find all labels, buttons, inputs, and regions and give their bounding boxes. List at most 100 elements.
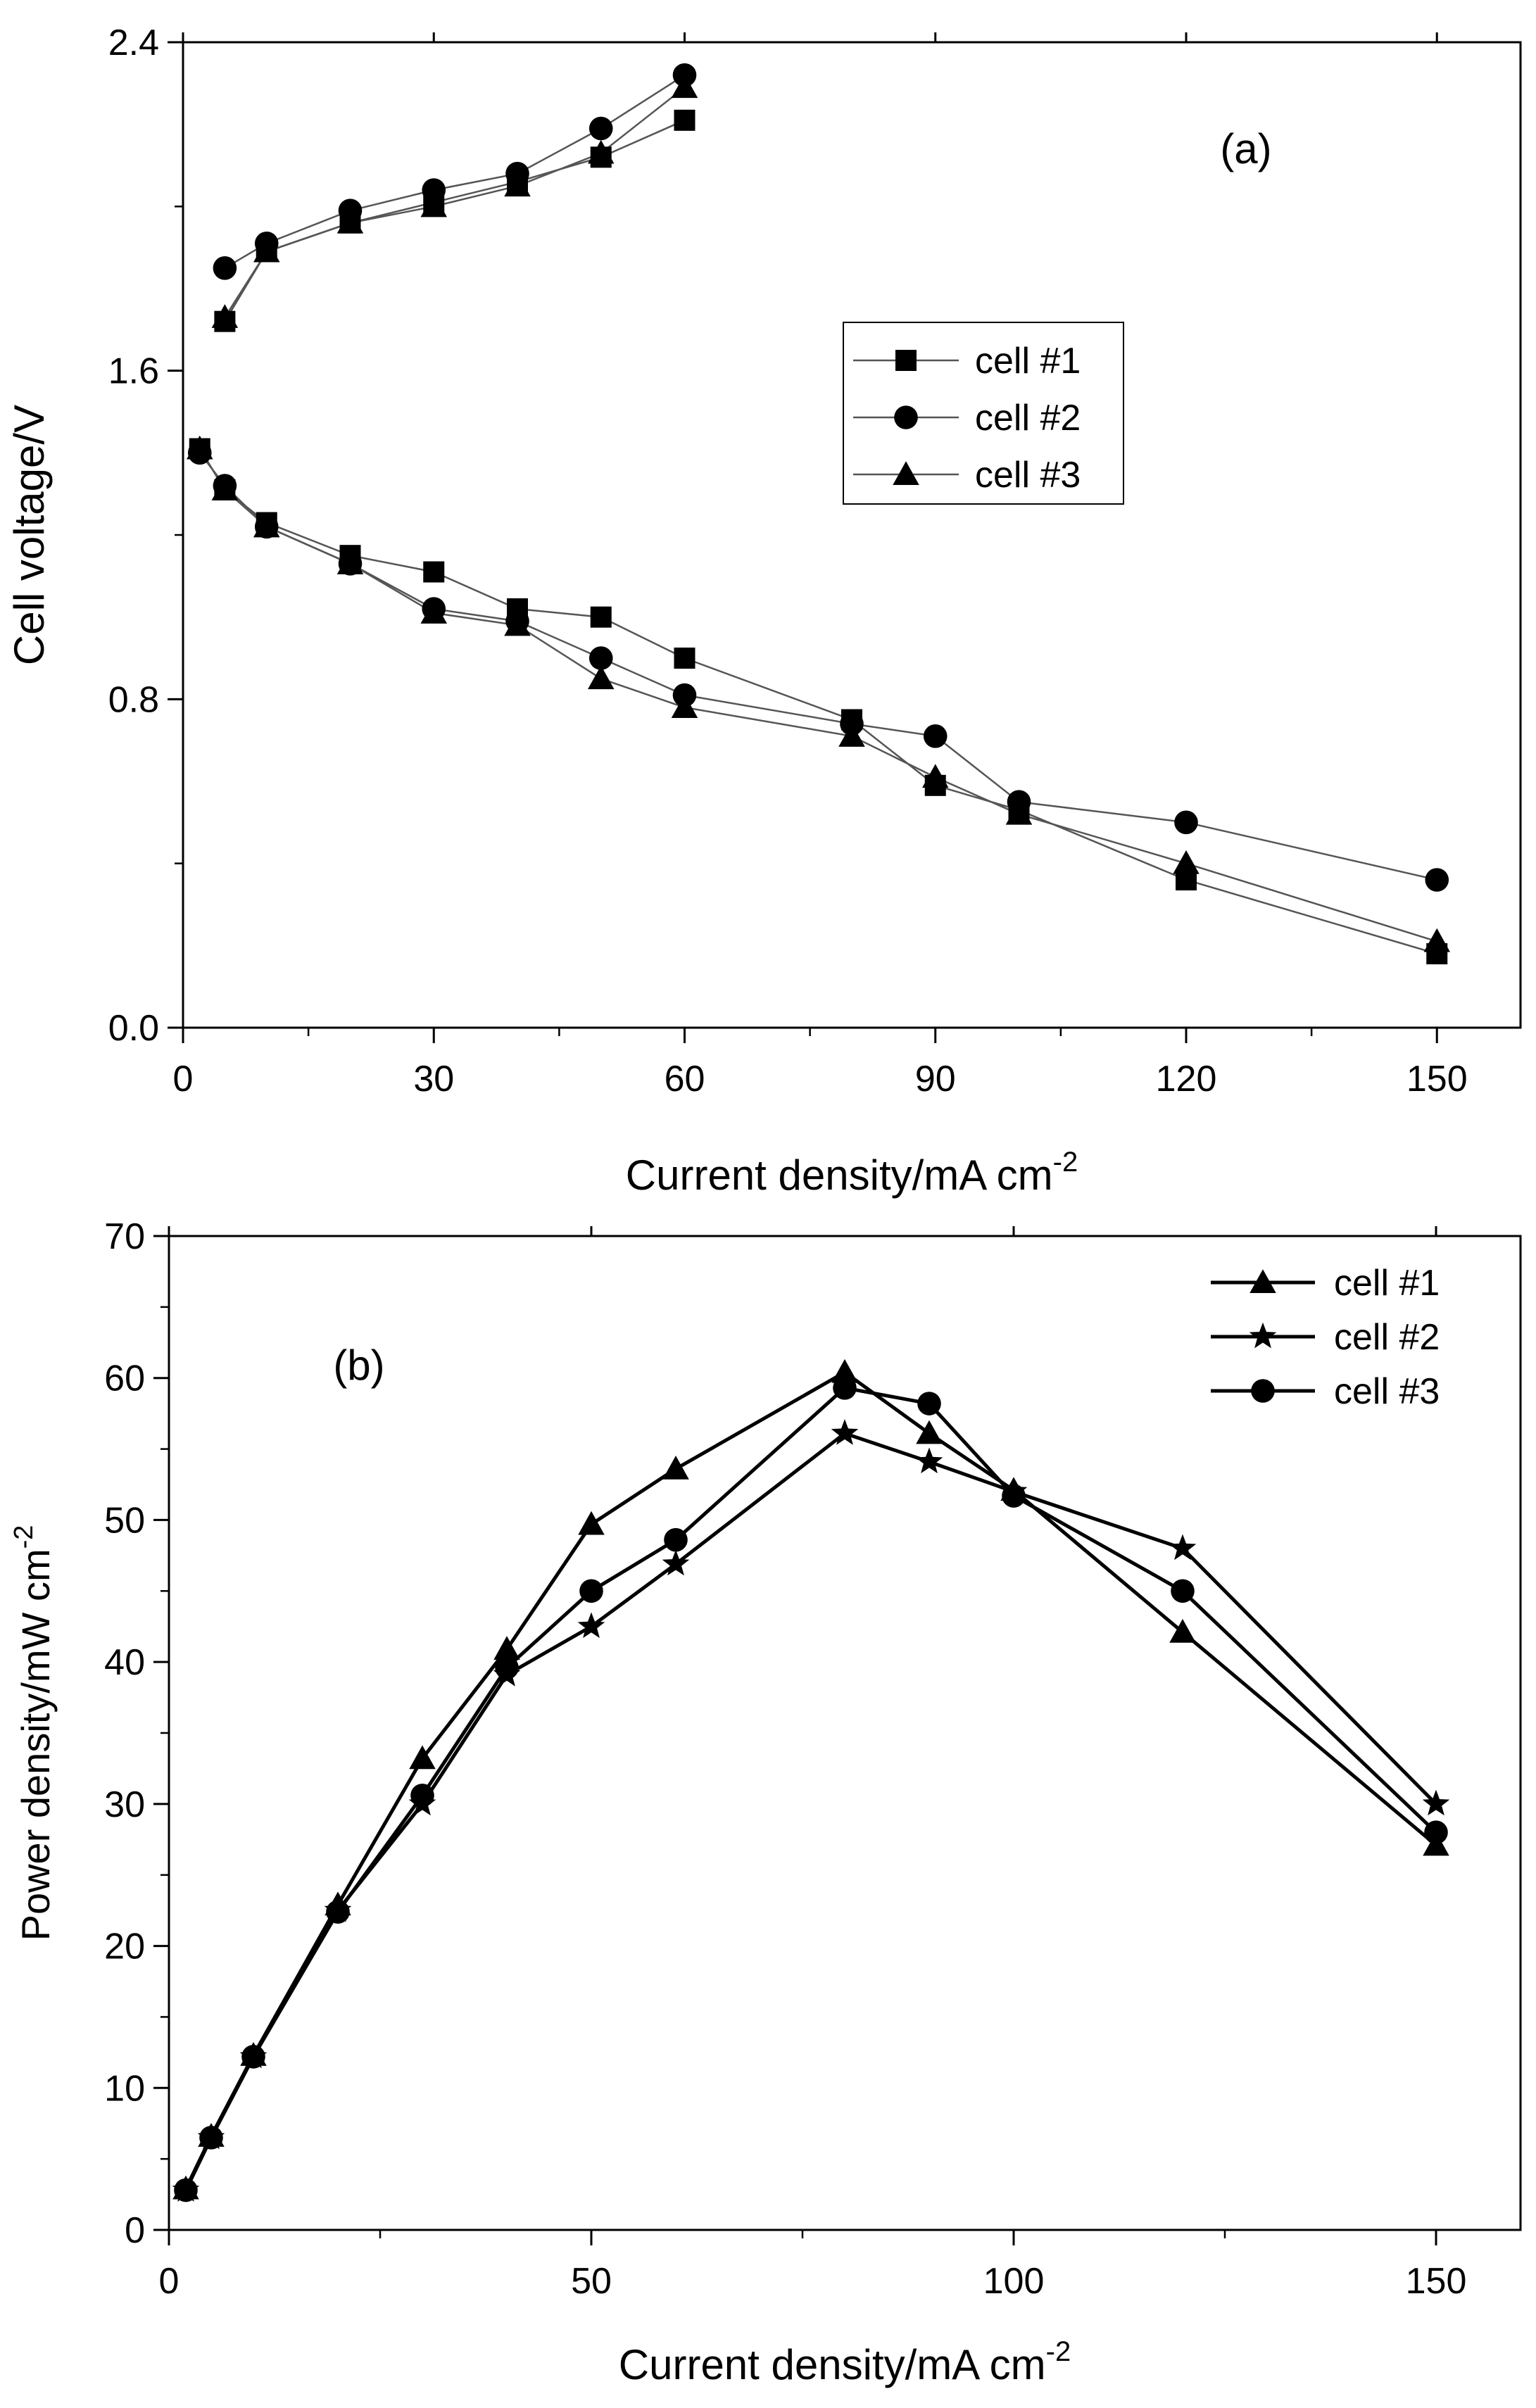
data-point-cell3 bbox=[1171, 1579, 1195, 1603]
x-tick-label-b: 0 bbox=[159, 2261, 180, 2302]
data-point-cell3 bbox=[579, 1579, 603, 1603]
x-tick-label-a: 150 bbox=[1406, 1059, 1468, 1099]
x-axis-title-a: Current density/mA cm-2 bbox=[626, 1147, 1078, 1199]
ticks-a: 0 30 60 90 120 150 0.0 0.8 1.6 2.4 bbox=[108, 23, 1468, 1099]
legend-box-a bbox=[843, 322, 1124, 505]
data-point-cell3 bbox=[588, 665, 615, 690]
x-tick-label-b: 50 bbox=[571, 2261, 612, 2302]
data-point-cell3 bbox=[588, 139, 615, 164]
legend-label: cell #3 bbox=[1334, 1371, 1440, 1412]
data-point-cell3 bbox=[1423, 928, 1450, 952]
data-point-cell2 bbox=[923, 724, 948, 748]
data-point-cell3 bbox=[1002, 1484, 1026, 1508]
data-point-cell3 bbox=[211, 477, 239, 500]
data-point-cell3 bbox=[187, 435, 213, 460]
x-tick-label-a: 90 bbox=[915, 1059, 956, 1099]
data-point-cell3 bbox=[671, 694, 698, 718]
legend-marker bbox=[895, 350, 917, 371]
y-tick-label-a: 1.6 bbox=[108, 351, 159, 392]
y-tick-label-b: 50 bbox=[104, 1500, 145, 1541]
data-point-cell2 bbox=[915, 1447, 943, 1474]
y-tick-label-b: 30 bbox=[104, 1784, 145, 1825]
data-point-cell3 bbox=[495, 1656, 519, 1680]
y-tick-label-b: 10 bbox=[104, 2068, 145, 2109]
data-point-cell3 bbox=[199, 2126, 223, 2150]
data-point-cell3 bbox=[253, 513, 280, 538]
y-axis-title-b: Power density/mW cm-2 bbox=[9, 1525, 58, 1941]
x-axis-title-a-sup: -2 bbox=[1053, 1147, 1078, 1178]
data-point-cell1 bbox=[578, 1511, 605, 1535]
data-point-cell3 bbox=[838, 723, 865, 747]
x-axis-title-b-sup: -2 bbox=[1046, 2336, 1071, 2367]
y-tick-label-a: 0.8 bbox=[108, 679, 159, 720]
data-point-cell1 bbox=[493, 1636, 520, 1660]
data-point-cell3 bbox=[420, 193, 447, 218]
data-point-cell3 bbox=[326, 1900, 350, 1924]
x-tick-label-a: 60 bbox=[665, 1059, 705, 1099]
data-point-cell3 bbox=[253, 238, 280, 263]
data-point-cell1 bbox=[916, 1420, 943, 1444]
data-point-cell1 bbox=[831, 1359, 858, 1383]
series-markers-b bbox=[172, 1359, 1450, 2202]
data-point-cell1 bbox=[409, 1745, 436, 1770]
ticks-b: 0 50 100 150 0 10 20 30 40 50 60 70 bbox=[104, 1216, 1466, 2302]
data-point-cell1 bbox=[662, 1456, 689, 1480]
data-point-cell3 bbox=[922, 764, 949, 788]
y-tick-label-b: 60 bbox=[104, 1359, 145, 1399]
x-tick-label-a: 0 bbox=[173, 1059, 194, 1099]
x-axis-title-a-text: Current density/mA cm bbox=[626, 1152, 1053, 1199]
x-tick-label-a: 30 bbox=[413, 1059, 454, 1099]
panel-label-a: (a) bbox=[1220, 125, 1271, 172]
data-point-cell1 bbox=[674, 109, 695, 131]
x-tick-label-a: 120 bbox=[1156, 1059, 1217, 1099]
data-point-cell3 bbox=[336, 550, 364, 574]
legend-a: cell #1 cell #2 cell #3 bbox=[843, 322, 1124, 505]
data-point-cell3 bbox=[504, 612, 531, 636]
data-point-cell3 bbox=[671, 74, 698, 99]
data-point-cell2 bbox=[588, 646, 613, 670]
data-point-cell1 bbox=[674, 648, 695, 669]
data-point-cell2 bbox=[213, 256, 237, 280]
data-point-cell3 bbox=[241, 2045, 265, 2069]
legend-marker bbox=[1249, 1322, 1277, 1349]
y-tick-label-a: 2.4 bbox=[108, 23, 159, 63]
y-axis-title-a: Cell voltage/V bbox=[6, 405, 53, 665]
data-point-cell3 bbox=[917, 1392, 941, 1416]
data-point-cell3 bbox=[664, 1527, 688, 1552]
x-tick-label-b: 100 bbox=[983, 2261, 1045, 2302]
data-point-cell2 bbox=[831, 1419, 859, 1445]
data-point-cell2 bbox=[577, 1612, 605, 1639]
data-point-cell2 bbox=[662, 1549, 690, 1576]
legend-marker bbox=[893, 461, 919, 485]
y-tick-label-b: 40 bbox=[104, 1642, 145, 1683]
data-point-cell3 bbox=[833, 1376, 857, 1400]
y-axis-title-b-text: Power density/mW cm bbox=[13, 1549, 58, 1941]
data-point-cell2 bbox=[422, 178, 446, 202]
data-point-cell3 bbox=[336, 209, 364, 234]
y-tick-label-b: 70 bbox=[104, 1216, 145, 1257]
data-point-cell2 bbox=[1425, 868, 1449, 892]
legend-label: cell #2 bbox=[975, 398, 1081, 439]
panel-label-b: (b) bbox=[333, 1342, 384, 1389]
data-point-cell3 bbox=[504, 172, 531, 197]
data-point-cell2 bbox=[588, 116, 613, 141]
legend-label: cell #1 bbox=[1334, 1263, 1440, 1304]
legend-marker bbox=[1251, 1379, 1275, 1403]
chart-panel-a: 0 30 60 90 120 150 0.0 0.8 1.6 2.4 (a) Current de… bbox=[6, 23, 1522, 1199]
data-point-cell3 bbox=[1424, 1820, 1448, 1844]
x-axis-title-b: Current density/mA cm-2 bbox=[619, 2336, 1071, 2388]
data-point-cell1 bbox=[590, 606, 612, 628]
data-point-cell2 bbox=[1174, 810, 1198, 835]
legend-label: cell #3 bbox=[975, 455, 1081, 496]
data-point-cell1 bbox=[423, 561, 445, 583]
chart-panel-b: 0 50 100 150 0 10 20 30 40 50 60 70 (b) Current den… bbox=[9, 1216, 1522, 2388]
data-point-cell1 bbox=[1169, 1619, 1196, 1643]
data-point-cell2 bbox=[1169, 1534, 1197, 1561]
x-axis-title-b-text: Current density/mA cm bbox=[619, 2341, 1046, 2388]
data-point-cell3 bbox=[211, 304, 239, 328]
legend-b: cell #1 cell #2 cell #3 bbox=[1211, 1263, 1440, 1412]
x-tick-label-b: 150 bbox=[1406, 2261, 1467, 2302]
data-point-cell3 bbox=[420, 600, 447, 624]
y-tick-label-b: 0 bbox=[125, 2210, 145, 2251]
